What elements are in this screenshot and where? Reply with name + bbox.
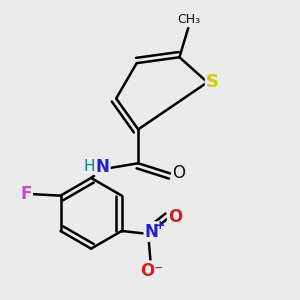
Text: F: F [20, 185, 32, 203]
Text: S: S [206, 73, 219, 91]
Text: O: O [168, 208, 182, 226]
Text: N: N [145, 223, 159, 241]
Text: +: + [155, 219, 165, 232]
Text: H: H [84, 159, 95, 174]
Text: N: N [96, 158, 110, 176]
Text: O: O [172, 164, 185, 182]
Text: CH₃: CH₃ [178, 13, 201, 26]
Text: O⁻: O⁻ [140, 262, 164, 280]
